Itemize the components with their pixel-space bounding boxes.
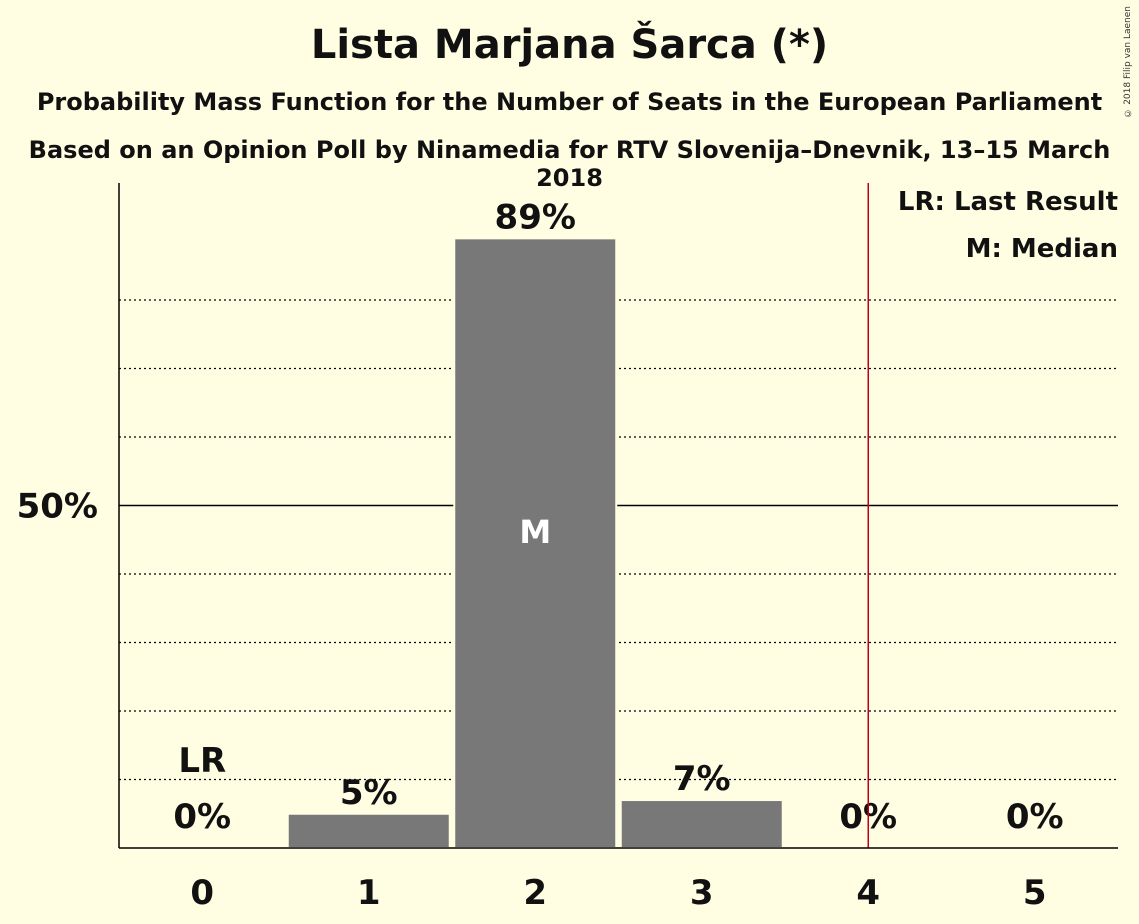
bar: [453, 237, 618, 850]
median-marker: M: [519, 513, 551, 551]
y-tick-label: 50%: [17, 487, 98, 527]
bar: [286, 812, 451, 849]
bar-value-label: 0%: [173, 797, 231, 837]
x-tick-label: 3: [690, 873, 714, 913]
x-tick-label: 0: [190, 873, 214, 913]
bar-value-label: 5%: [340, 773, 398, 813]
bar-value-label: 7%: [673, 759, 731, 799]
bar: [619, 799, 784, 849]
x-tick-label: 1: [357, 873, 381, 913]
x-tick-label: 5: [1023, 873, 1047, 913]
x-tick-label: 4: [856, 873, 880, 913]
x-tick-label: 2: [523, 873, 547, 913]
bar-value-label: 0%: [1006, 797, 1064, 837]
legend-median: M: Median: [966, 234, 1118, 264]
chart-source-note: Based on an Opinion Poll by Ninamedia fo…: [28, 136, 1111, 192]
legend-last-result: LR: Last Result: [898, 187, 1118, 217]
last-result-marker: LR: [178, 741, 226, 781]
bar-value-label: 89%: [495, 197, 576, 237]
chart-subtitle: Probability Mass Function for the Number…: [36, 88, 1103, 116]
chart-title: Lista Marjana Šarca (*): [310, 22, 829, 68]
